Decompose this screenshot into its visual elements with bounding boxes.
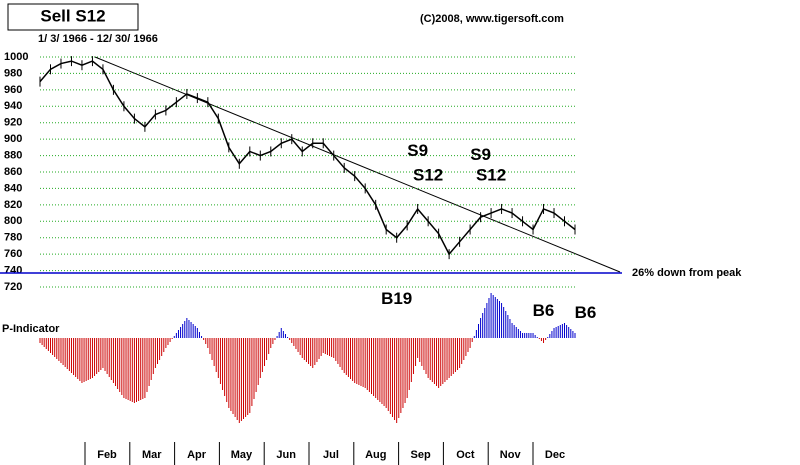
x-tick-label: Feb [97, 449, 117, 461]
indicator-name: P-Indicator [2, 323, 60, 335]
y-tick-label: 860 [4, 166, 22, 178]
x-tick-label: Aug [365, 449, 386, 461]
y-tick-label: 980 [4, 67, 22, 79]
y-tick-label: 800 [4, 215, 22, 227]
y-tick-label: 900 [4, 133, 22, 145]
signal-label: S9 [407, 141, 428, 160]
y-tick-label: 780 [4, 232, 22, 244]
signal-label: S12 [476, 166, 506, 185]
y-tick-label: 880 [4, 149, 22, 161]
x-tick-label: Mar [142, 449, 162, 461]
y-tick-label: 840 [4, 182, 22, 194]
signal-label: S12 [413, 166, 443, 185]
chart-title: Sell S12 [40, 6, 105, 25]
x-tick-label: Jun [276, 449, 296, 461]
signal-label: B19 [381, 289, 412, 308]
date-range: 1/ 3/ 1966 - 12/ 30/ 1966 [38, 33, 158, 45]
y-tick-label: 760 [4, 248, 22, 260]
y-tick-label: 720 [4, 281, 22, 293]
y-tick-label: 940 [4, 100, 22, 112]
y-tick-label: 960 [4, 84, 22, 96]
copyright: (C)2008, www.tigersoft.com [420, 13, 564, 25]
x-tick-label: Nov [500, 449, 522, 461]
y-tick-label: 740 [4, 264, 22, 276]
trend-line [94, 56, 621, 273]
x-tick-label: Apr [187, 449, 207, 461]
x-tick-label: May [231, 449, 253, 461]
signal-label: B6 [575, 303, 597, 322]
y-tick-label: 1000 [4, 51, 28, 63]
y-tick-label: 920 [4, 117, 22, 129]
x-tick-label: Sep [411, 449, 431, 461]
y-tick-label: 820 [4, 199, 22, 211]
signal-label: S9 [470, 145, 491, 164]
x-tick-label: Jul [323, 449, 339, 461]
x-tick-label: Oct [456, 449, 475, 461]
reference-label: 26% down from peak [632, 267, 742, 279]
signal-label: B6 [533, 301, 555, 320]
title-box [7, 3, 139, 31]
price-line [39, 60, 576, 256]
x-tick-label: Dec [545, 449, 565, 461]
